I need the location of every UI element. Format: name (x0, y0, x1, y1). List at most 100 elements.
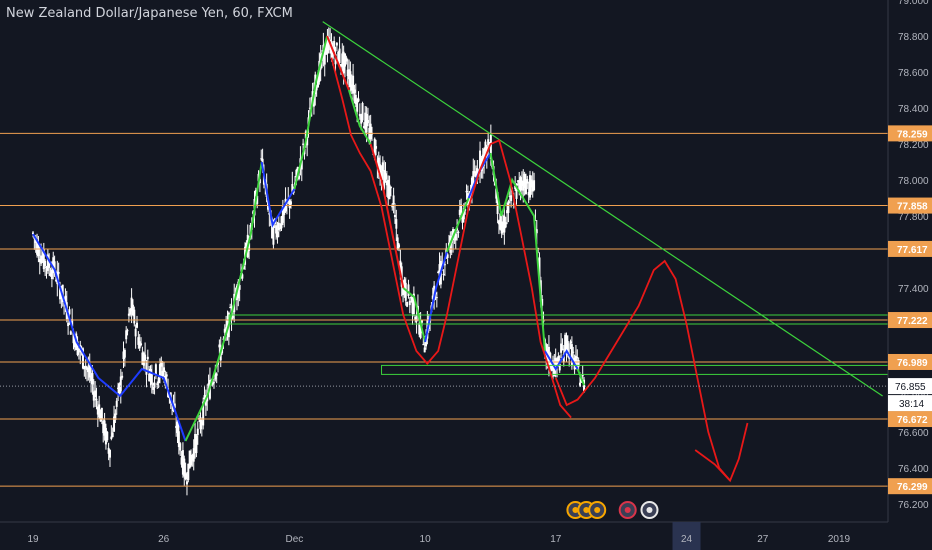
level-price-label: 77.222 (897, 316, 928, 327)
candle-body (562, 353, 565, 362)
candle-body (404, 282, 407, 301)
candle-body (497, 220, 500, 225)
moving-average-segment (544, 349, 579, 371)
candle-body (119, 376, 122, 392)
candle-body (535, 229, 538, 234)
candle-body (133, 309, 136, 324)
candle-body (153, 382, 156, 388)
candle-body (560, 343, 563, 353)
candle-body (576, 356, 579, 359)
candle-body (302, 143, 305, 145)
candle-body (479, 150, 482, 171)
x-tick-label: 2019 (828, 534, 851, 545)
candle-body (163, 367, 166, 372)
candle-body (365, 113, 368, 133)
candle-body (187, 463, 190, 481)
candle-body (572, 351, 575, 353)
y-tick-label: 78.800 (898, 32, 929, 43)
candle-body (202, 401, 205, 426)
candle-body (510, 195, 513, 201)
candle-body (192, 448, 195, 462)
candle-body (32, 232, 34, 235)
candle-body (141, 352, 144, 365)
candle-body (145, 370, 148, 375)
candle-body (565, 335, 568, 351)
candle-body (550, 363, 553, 371)
candle-body (72, 332, 75, 344)
candle-body (349, 71, 352, 87)
candle-body (114, 413, 117, 421)
candle-body (339, 64, 342, 67)
x-tick-label: 27 (757, 534, 769, 545)
candle-body (411, 297, 414, 314)
candle-body (380, 171, 383, 181)
candle-body (298, 175, 301, 179)
candle-body (346, 69, 349, 77)
candle-body (268, 212, 271, 215)
event-marker-dot (572, 507, 579, 513)
x-tick-label: 24 (681, 534, 693, 545)
candle-body (502, 226, 505, 229)
y-tick-label: 78.200 (898, 140, 929, 151)
candle-body (289, 201, 292, 205)
candle-body (333, 41, 336, 52)
candle-body (354, 94, 357, 105)
candle-body (377, 157, 380, 175)
event-marker-dot (583, 507, 590, 513)
candle-body (304, 131, 307, 139)
candle-body (118, 383, 121, 394)
y-tick-label: 76.200 (898, 500, 929, 511)
candle-body (288, 200, 291, 208)
candle-body (326, 38, 329, 54)
projection-arrow-tail (694, 449, 731, 482)
candle-body (277, 222, 280, 231)
level-price-label: 76.989 (897, 358, 928, 369)
candle-body (134, 328, 137, 337)
candle-body (103, 420, 106, 436)
event-markers[interactable] (566, 501, 659, 519)
candle-body (364, 112, 367, 130)
candle-body (566, 341, 569, 356)
y-tick-label: 79.000 (898, 0, 929, 7)
candle-body (375, 146, 378, 149)
candle-body (345, 57, 348, 62)
candle-body (356, 99, 359, 112)
candle-body (529, 175, 532, 198)
candle-body (570, 344, 573, 367)
candle-body (306, 136, 309, 146)
candle-body (350, 84, 353, 91)
candle-body (553, 365, 556, 377)
candle-body (131, 304, 134, 316)
time-axis[interactable]: 19 26 Dec 10 17 24 27 2019 (0, 521, 932, 550)
candle-body (583, 379, 586, 393)
candle-body (108, 449, 111, 458)
candle-body (73, 340, 76, 348)
candle-body (106, 431, 109, 441)
candle-body (211, 381, 214, 385)
candle-body (393, 214, 396, 218)
candle-body (129, 309, 132, 315)
candle-body (195, 435, 198, 454)
candle-body (538, 257, 541, 278)
candle-body (50, 269, 53, 280)
candle-body (316, 79, 319, 88)
price-axis[interactable]: 79.000 78.800 78.600 78.400 78.200 78.000 77.8… (887, 0, 932, 550)
candle-body (407, 284, 410, 297)
candle-body (102, 421, 105, 434)
candle-body (520, 180, 523, 186)
candle-body (489, 134, 492, 160)
candle-body (515, 183, 518, 199)
candle-body (254, 190, 257, 197)
candle-body (483, 148, 486, 166)
x-tick-label: 19 (27, 534, 39, 545)
moving-average-segment (445, 197, 470, 253)
candle-body (458, 209, 461, 215)
candle-body (369, 123, 372, 140)
candle-body (157, 377, 160, 383)
moving-average-segment (260, 161, 296, 228)
time-axis-background (0, 522, 932, 550)
candle-body (144, 354, 147, 361)
candle-body (541, 298, 544, 306)
